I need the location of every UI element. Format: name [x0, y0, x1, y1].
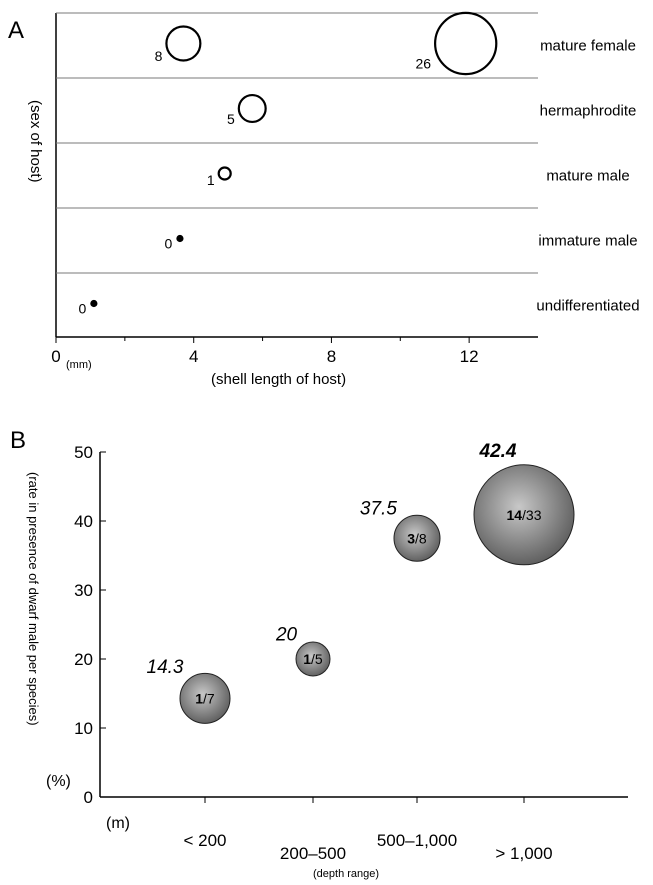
panel-b-y-tick-label: 50	[74, 443, 93, 462]
panel-a-point-label: 0	[165, 235, 173, 251]
panel-a-x-unit: (mm)	[66, 359, 92, 371]
panel-a-category-label: undifferentiated	[536, 298, 639, 315]
panel-a-point	[217, 166, 232, 181]
panel-b-bubble-total: /8	[415, 530, 427, 546]
panel-b-bubble-ratio: 1/5	[303, 651, 323, 667]
panel-a-point-label: 8	[155, 48, 163, 64]
panel-a-point	[90, 299, 98, 308]
panel-b-y-tick-label: 40	[74, 512, 93, 531]
panel-b-label: B	[10, 427, 26, 454]
panel-a-x-tick-label: 4	[189, 347, 198, 366]
panel-b-bubble-total: /5	[311, 651, 323, 667]
panel-b-bubble-total: /33	[522, 507, 542, 523]
panel-b-value-label: 14.3	[147, 657, 184, 678]
panel-a-point	[237, 93, 267, 124]
panel-a-point	[434, 11, 498, 76]
panel-b-value-label: 42.4	[479, 441, 517, 462]
panel-b-value-label: 37.5	[360, 499, 397, 520]
panel-a-x-tick-label: 12	[460, 347, 479, 366]
panel-b-y-tick-label: 20	[74, 650, 93, 669]
panel-a-point-label: 0	[78, 300, 86, 316]
panel-b-x-category-label: 500–1,000	[377, 831, 457, 850]
panel-a-category-label: immature male	[538, 233, 637, 250]
panel-b-bubble-present: 1	[195, 690, 203, 706]
panel-b-y-tick-label: 0	[84, 788, 93, 807]
panel-b-bubble	[473, 464, 575, 566]
panel-b-bubble-ratio: 3/8	[407, 530, 427, 546]
panel-b-x-unit: (m)	[106, 815, 130, 832]
panel-a-point-label: 5	[227, 111, 235, 127]
panel-a-x-tick-label: 0	[51, 347, 60, 366]
panel-a-category-label: mature male	[546, 168, 629, 185]
panel-a-label: A	[8, 17, 24, 44]
panel-a: A 0 4 8 12 mature female hermaphrodite mature…	[8, 11, 640, 388]
panel-b: B 0 10 20 30 40 50 < 200 200–500 500–1,000 > 1,0…	[10, 427, 628, 880]
panel-a-x-tick-label: 8	[327, 347, 336, 366]
panel-b-bubble	[179, 672, 231, 724]
panel-b-y-unit: (%)	[46, 773, 71, 790]
panel-b-y-tick-label: 10	[74, 719, 93, 738]
panel-b-x-axis-title: (depth range)	[313, 868, 379, 880]
panel-b-bubble-total: /7	[203, 690, 215, 706]
panel-b-x-category-label: 200–500	[280, 844, 346, 863]
panel-a-point-label: 26	[416, 55, 432, 71]
panel-b-y-tick-label: 30	[74, 581, 93, 600]
panel-b-value-label: 20	[275, 625, 298, 646]
panel-b-bubble-present: 14	[506, 507, 522, 523]
panel-b-bubble-present: 1	[303, 651, 311, 667]
panel-b-x-category-label: > 1,000	[495, 844, 552, 863]
panel-a-point	[165, 25, 202, 62]
panel-b-bubble-ratio: 14/33	[506, 507, 541, 523]
panel-a-x-axis-title: (shell length of host)	[211, 371, 346, 388]
panel-a-category-label: mature female	[540, 38, 636, 55]
panel-b-y-axis-title: (rate in presence of dwarf male per spec…	[26, 472, 41, 726]
panel-a-y-axis-title: (sex of host)	[27, 100, 44, 183]
panel-b-x-category-label: < 200	[183, 831, 226, 850]
panel-a-point	[176, 234, 184, 243]
panel-b-bubble-ratio: 1/7	[195, 690, 215, 706]
panel-b-bubble-present: 3	[407, 530, 415, 546]
panel-a-category-label: hermaphrodite	[540, 103, 637, 120]
panel-a-point-label: 1	[207, 172, 215, 188]
panel-b-bubble	[295, 641, 331, 677]
panel-b-bubble	[393, 514, 441, 562]
